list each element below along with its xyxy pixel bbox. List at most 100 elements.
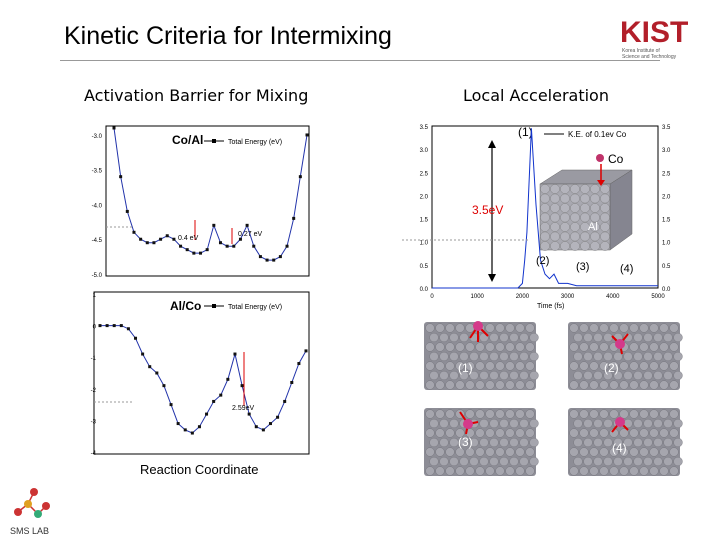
- chart-al-co-point: [247, 412, 251, 416]
- chart-co-al-ytick-label: -3.5: [92, 169, 103, 175]
- chart-al-co-point: [290, 380, 294, 384]
- chart-co-al-ytick-label: -3.0: [92, 134, 103, 140]
- left-heading: Activation Barrier for Mixing: [84, 86, 309, 105]
- chart-al-co-yticks: 1 0 -1 -2 -3 -4: [91, 293, 97, 457]
- chart-co-al-point: [125, 209, 129, 213]
- chart-co-al-point: [225, 244, 229, 248]
- chart-al-co-ytick-label: 0: [93, 325, 97, 331]
- lab-logo-atom-3: [14, 508, 22, 516]
- snapshot-label: (2): [604, 361, 619, 375]
- chart-ke-xtick-label: 3000: [561, 294, 575, 300]
- chart-al-co-ytick-label: 1: [93, 293, 97, 299]
- sms-lab-logo: SMS LAB: [10, 488, 50, 536]
- co-direction-arrowhead: [597, 180, 605, 186]
- chart-al-co-point: [141, 352, 145, 356]
- chart-co-al-point: [285, 244, 289, 248]
- chart-al-co-point: [148, 365, 152, 369]
- chart-co-al-point: [258, 255, 262, 259]
- slide-title: Kinetic Criteria for Intermixing: [64, 22, 392, 50]
- snapshot-co-atom: [615, 417, 625, 427]
- chart-co-al-point: [172, 237, 176, 241]
- chart-ke-ytick-label-right: 0.5: [662, 264, 671, 270]
- chart-al-co-ytick-label: -4: [91, 451, 97, 457]
- barrier-label-2: 0.27 eV: [238, 231, 262, 238]
- chart-al-co-point: [155, 371, 159, 375]
- chart-co-al-point: [252, 244, 256, 248]
- kist-logo-mark: KIST: [620, 16, 688, 49]
- chart-al-co-point: [219, 393, 223, 397]
- chart-ke-xticks: 0 1000 2000 3000 4000 5000: [430, 294, 665, 300]
- chart-ke-ytick-label-right: 0.0: [662, 287, 671, 293]
- chart-co-al-point: [232, 244, 236, 248]
- chart-co-al-point: [132, 230, 136, 234]
- chart-ke-xtick-label: 1000: [471, 294, 485, 300]
- snapshot-co-atom: [463, 419, 473, 429]
- snapshot-label: (3): [458, 435, 473, 449]
- chart-ke-ytick-label-right: 3.0: [662, 148, 671, 154]
- chart-al-co-point: [119, 324, 123, 328]
- chart-al-co-point: [176, 422, 180, 426]
- chart-ke-ytick-label-right: 1.0: [662, 241, 671, 247]
- chart-co-al-point: [305, 133, 309, 137]
- chart-ke-xtick-label: 4000: [606, 294, 620, 300]
- kist-logo-line2: Science and Technology: [622, 54, 677, 60]
- chart-ke-ytick-label-left: 1.0: [420, 241, 429, 247]
- chart-al-co-point: [134, 336, 138, 340]
- chart-al-co-legend: Total Energy (eV): [228, 304, 282, 311]
- chart-kinetic-energy: 3.5 3.5 3.0 3.0 2.5 2.5 2.0 2.0 1.5 1.5 1.0 1.0 0.5 0…: [402, 125, 671, 310]
- chart-al-co-point: [268, 422, 272, 426]
- chart-ke-xtick-label: 0: [430, 294, 434, 300]
- barrier-label-1: 0.4 eV: [178, 235, 199, 242]
- chart-co-al-point: [139, 237, 143, 241]
- chart-co-al-point: [192, 251, 196, 255]
- chart-ke-ytick-label-left: 0.5: [420, 264, 429, 270]
- chart-al-co: 1 0 -1 -2 -3 -4 Al/Co Total Energy (eV) 2.59e…: [91, 291, 310, 457]
- chart-al-co-point: [297, 362, 301, 366]
- chart-al-co-point: [162, 384, 166, 388]
- chart-co-al-ytick-label: -4.0: [92, 203, 103, 209]
- chart-ke-ytick-label-right: 3.5: [662, 125, 671, 131]
- chart-al-co-point: [212, 399, 216, 403]
- chart-ke-ytick-label-left: 0.0: [420, 287, 429, 293]
- barrier-label-3: 2.59eV: [232, 405, 255, 412]
- chart-ke-ytick-label-left: 3.0: [420, 148, 429, 154]
- annotation-3-5ev: 3.5eV: [472, 203, 503, 217]
- title-rule: [60, 60, 660, 61]
- chart-al-co-point: [183, 428, 187, 432]
- chart-al-co-point: [240, 384, 244, 388]
- chart-co-al-point: [238, 237, 242, 241]
- chart-al-co-point: [261, 428, 265, 432]
- chart-co-al-point: [272, 258, 276, 262]
- chart-co-al-points: [112, 126, 309, 262]
- right-heading: Local Acceleration: [463, 86, 609, 105]
- chart-co-al: -3.0 -3.5 -4.0 -4.5 -5.0 Co/Al Total Energy …: [92, 125, 310, 279]
- snapshot-panel-2: (2): [568, 322, 683, 390]
- chart-al-co-point: [112, 324, 116, 328]
- chart-ke-ytick-label-left: 1.5: [420, 218, 429, 224]
- chart-co-al-legend: Total Energy (eV): [228, 139, 282, 146]
- chart-ke-xtick-label: 5000: [651, 294, 665, 300]
- snapshot-panel-3: (3): [424, 408, 539, 476]
- chart-al-co-point: [276, 415, 280, 419]
- chart-co-al-point: [245, 223, 249, 227]
- lab-logo-atom-1: [30, 488, 38, 496]
- chart-co-al-ytick-label: -5.0: [92, 273, 103, 279]
- snapshot-label: (1): [458, 361, 473, 375]
- annotation-1: (1): [518, 125, 533, 139]
- chart-al-co-point: [233, 352, 237, 356]
- chart-co-al-point: [152, 241, 156, 245]
- chart-al-co-legend-marker: [212, 304, 216, 308]
- chart-co-al-point: [218, 241, 222, 245]
- chart-al-co-frame: [93, 291, 310, 455]
- chart-ke-xlabel: Time (fs): [537, 303, 564, 310]
- chart-co-al-point: [165, 234, 169, 238]
- snapshot-panel-1: (1): [424, 321, 539, 390]
- chart-co-al-legend-marker: [212, 139, 216, 143]
- annotation-4: (4): [620, 263, 633, 275]
- chart-ke-ytick-label-left: 2.5: [420, 171, 429, 177]
- chart-ke-ytick-label-left: 2.0: [420, 194, 429, 200]
- chart-ke-ytick-label-right: 1.5: [662, 218, 671, 224]
- chart-co-al-point: [145, 241, 149, 245]
- ke-height-arrowhead-bottom: [488, 274, 496, 282]
- chart-co-al-yticks: -3.0 -3.5 -4.0 -4.5 -5.0: [92, 134, 103, 279]
